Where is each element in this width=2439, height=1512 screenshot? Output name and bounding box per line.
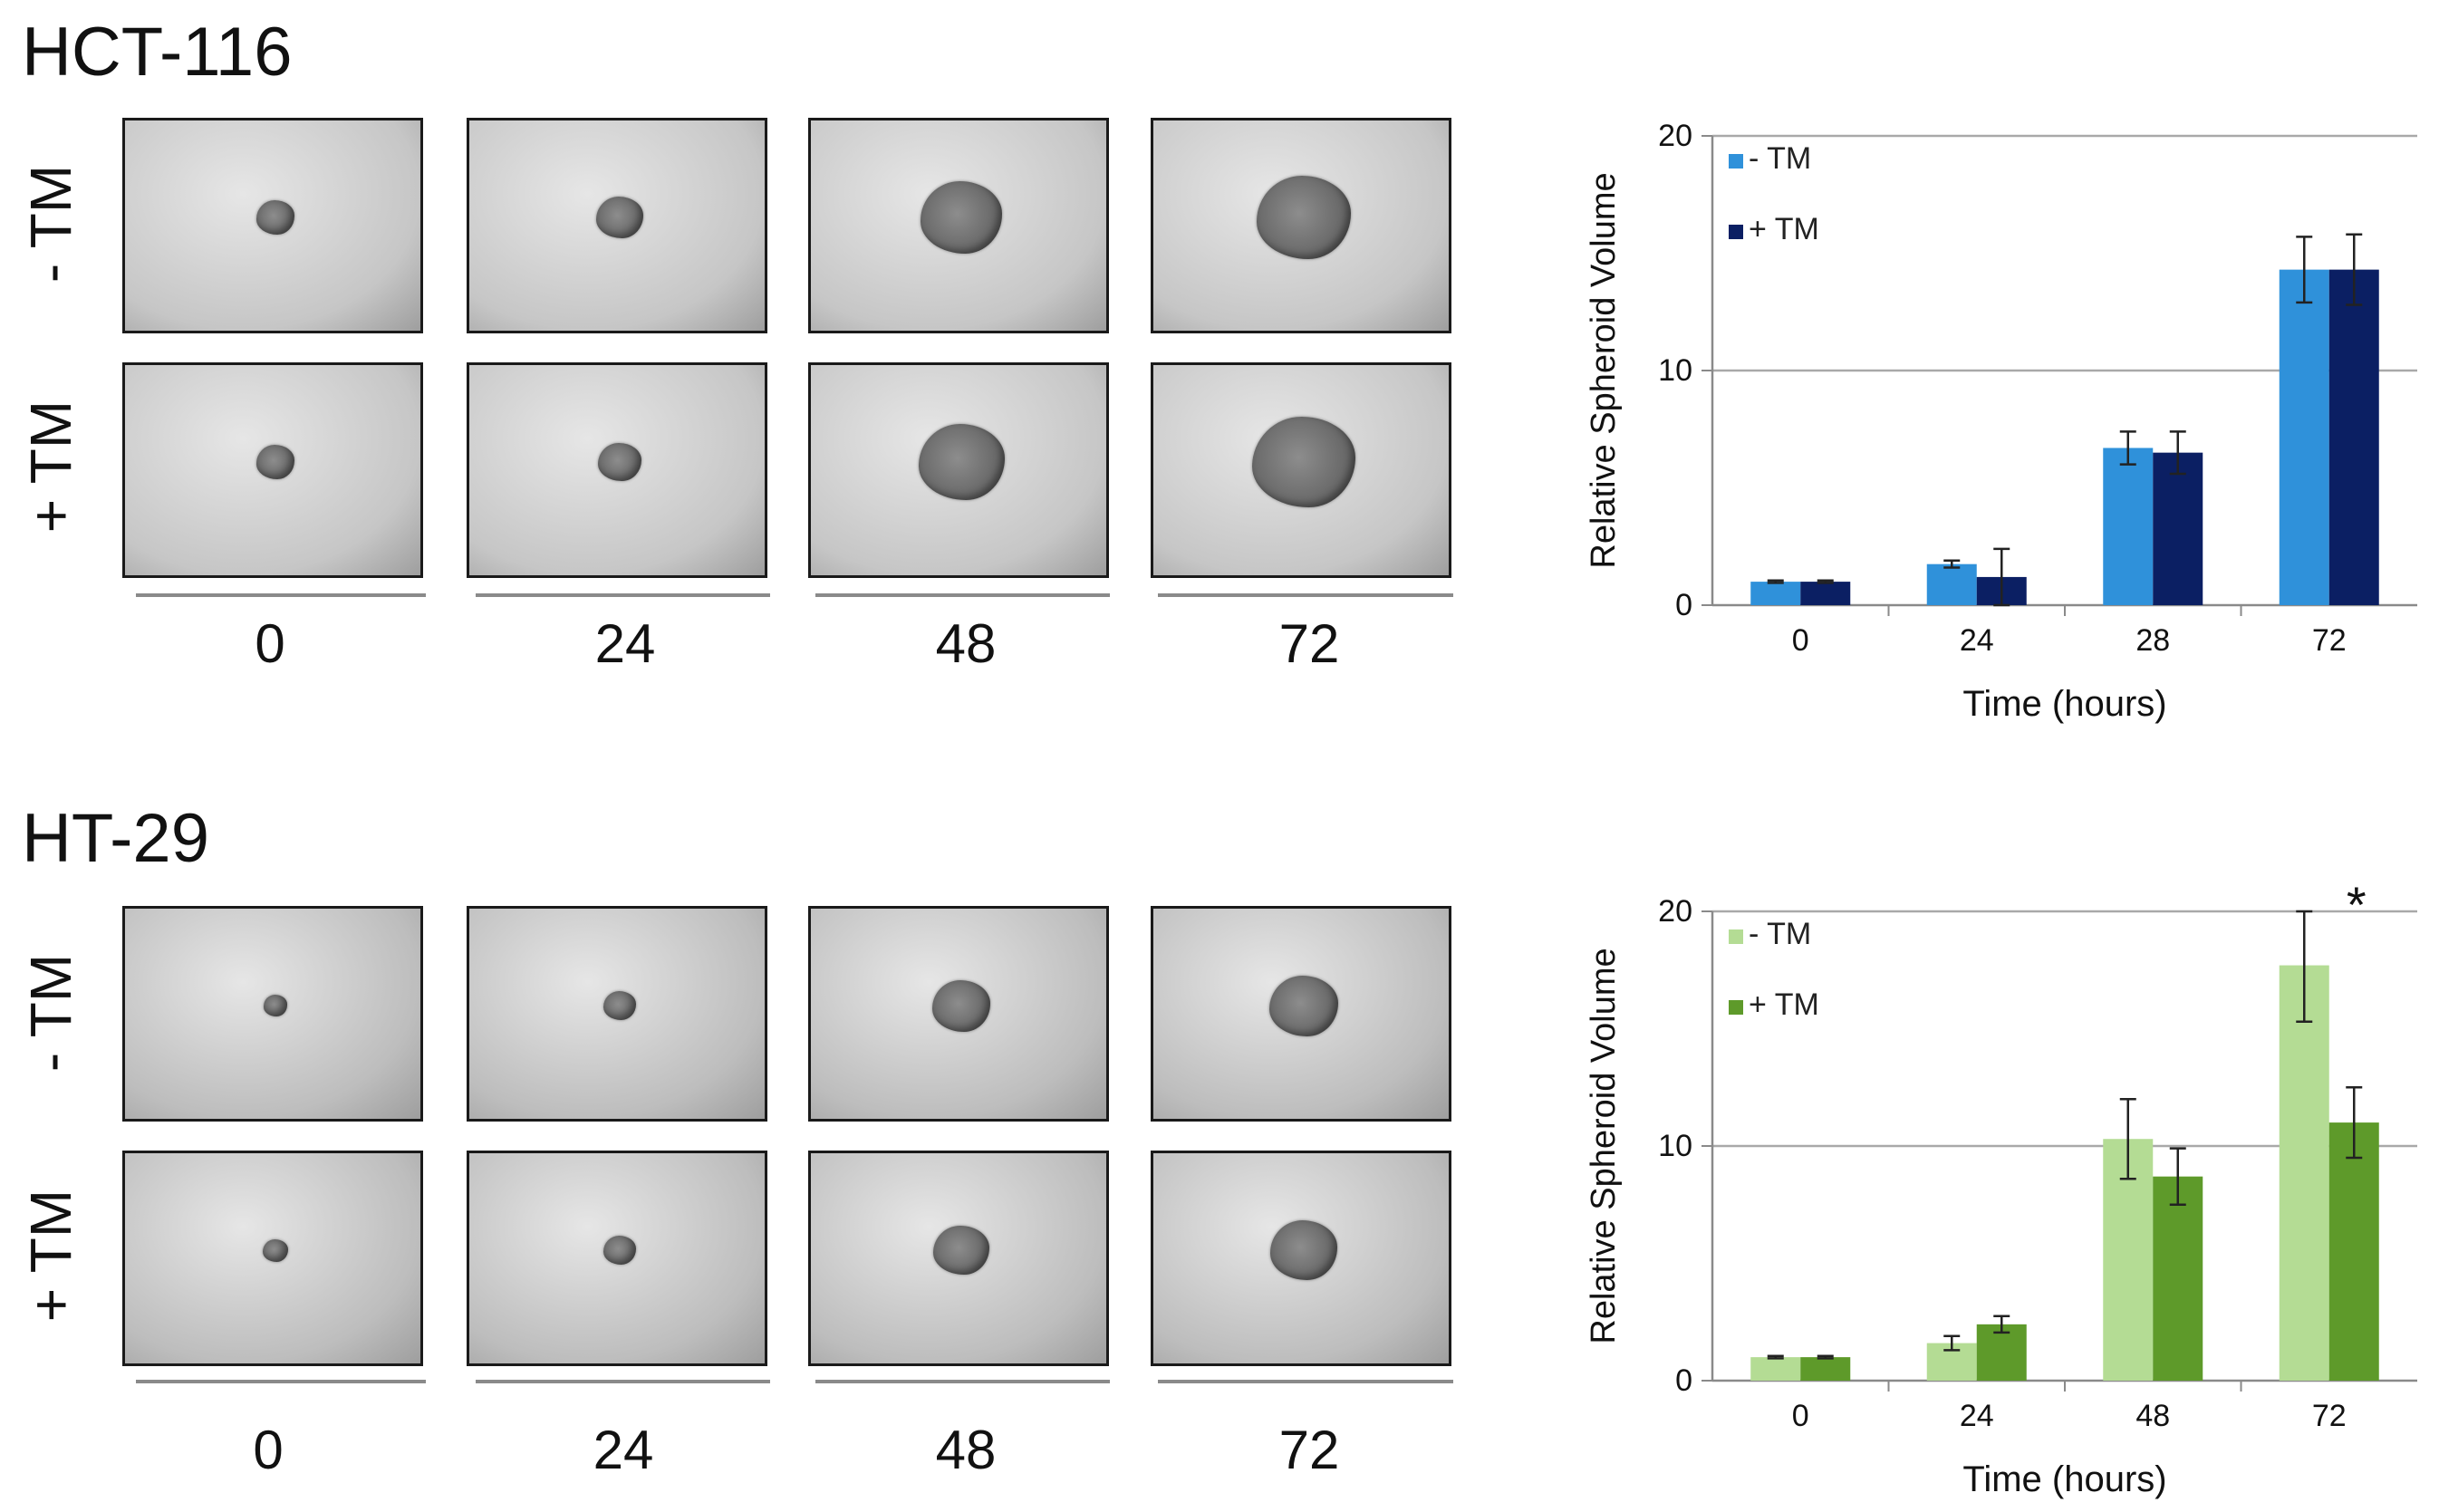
legend-label: - TM bbox=[1749, 917, 1811, 951]
time-label-0: 0 bbox=[255, 613, 285, 674]
x-axis-title: Time (hours) bbox=[1962, 684, 2166, 724]
spheroid bbox=[263, 995, 288, 1016]
y-axis-title: Relative Spheroid Volume bbox=[1585, 172, 1623, 568]
bar bbox=[2279, 965, 2329, 1381]
y-tick-label: 10 bbox=[1658, 1129, 1692, 1163]
x-tick-label: 72 bbox=[2312, 1399, 2347, 1433]
bar bbox=[2328, 269, 2379, 605]
significance-marker: * bbox=[2347, 876, 2367, 933]
bar bbox=[2103, 448, 2154, 605]
spheroid-micrograph bbox=[122, 362, 423, 578]
spheroid bbox=[920, 181, 1003, 254]
time-label-0: 0 bbox=[253, 1420, 284, 1480]
spheroid-micrograph bbox=[467, 118, 767, 333]
time-divider bbox=[136, 593, 426, 597]
y-tick-label: 20 bbox=[1658, 119, 1692, 153]
y-tick-label: 0 bbox=[1675, 588, 1692, 622]
bar bbox=[1800, 582, 1851, 605]
x-tick-label: 28 bbox=[2135, 623, 2170, 658]
x-axis-title: Time (hours) bbox=[1962, 1459, 2166, 1499]
panel-title-hct116: HCT-116 bbox=[22, 14, 293, 91]
y-tick-label: 10 bbox=[1658, 353, 1692, 388]
legend-label: + TM bbox=[1749, 987, 1819, 1022]
time-label-24: 24 bbox=[594, 613, 656, 674]
spheroid bbox=[255, 200, 295, 235]
spheroid-micrograph bbox=[122, 118, 423, 333]
spheroid bbox=[933, 1225, 989, 1276]
spheroid-micrograph bbox=[467, 362, 767, 578]
time-divider bbox=[815, 593, 1110, 597]
spheroid-micrograph bbox=[467, 906, 767, 1122]
spheroid-micrograph bbox=[1151, 362, 1451, 578]
spheroid-micrograph bbox=[1151, 118, 1451, 333]
spheroid-micrograph bbox=[808, 1151, 1109, 1366]
legend-swatch bbox=[1729, 154, 1743, 169]
spheroid bbox=[595, 197, 644, 239]
bar bbox=[1976, 1324, 2027, 1381]
y-axis-title: Relative Spheroid Volume bbox=[1585, 948, 1623, 1343]
time-label-48: 48 bbox=[935, 613, 997, 674]
spheroid bbox=[255, 445, 295, 479]
x-tick-label: 24 bbox=[1960, 1399, 1994, 1433]
bar bbox=[2153, 1176, 2203, 1381]
spheroid bbox=[603, 1236, 637, 1265]
spheroid bbox=[918, 424, 1005, 500]
legend-label: - TM bbox=[1749, 141, 1811, 176]
bar bbox=[2153, 452, 2203, 605]
legend-swatch bbox=[1729, 1000, 1743, 1015]
spheroid bbox=[598, 443, 641, 481]
spheroid-micrograph bbox=[808, 118, 1109, 333]
row-label-plus-tm: + TM bbox=[18, 1189, 83, 1323]
spheroid bbox=[1252, 416, 1355, 508]
bar bbox=[1750, 1357, 1801, 1381]
time-label-72: 72 bbox=[1278, 1420, 1340, 1480]
spheroid-micrograph bbox=[808, 362, 1109, 578]
row-label-plus-tm: + TM bbox=[18, 400, 83, 534]
panel-title-ht29: HT-29 bbox=[22, 800, 209, 877]
legend-swatch bbox=[1729, 929, 1743, 944]
y-tick-label: 0 bbox=[1675, 1363, 1692, 1398]
time-divider bbox=[476, 1380, 770, 1383]
x-tick-label: 72 bbox=[2312, 623, 2347, 658]
x-tick-label: 0 bbox=[1792, 1399, 1809, 1433]
spheroid-micrograph bbox=[122, 1151, 423, 1366]
row-label-minus-tm: - TM bbox=[18, 164, 83, 284]
time-label-24: 24 bbox=[593, 1420, 654, 1480]
spheroid bbox=[1269, 1220, 1338, 1280]
bar bbox=[2279, 269, 2329, 605]
legend-label: + TM bbox=[1749, 212, 1819, 246]
y-tick-label: 20 bbox=[1658, 894, 1692, 929]
spheroid-micrograph bbox=[1151, 906, 1451, 1122]
time-divider bbox=[476, 593, 770, 597]
bar-chart-hct116: 0 10 20 0 24 28 72 - TM + TM Time (hours) Relative… bbox=[1585, 119, 2417, 724]
bar bbox=[2328, 1122, 2379, 1381]
spheroid-micrograph bbox=[1151, 1151, 1451, 1366]
time-divider bbox=[1158, 1380, 1453, 1383]
time-label-72: 72 bbox=[1278, 613, 1340, 674]
time-label-48: 48 bbox=[935, 1420, 997, 1480]
spheroid-micrograph bbox=[122, 906, 423, 1122]
spheroid-micrograph bbox=[808, 906, 1109, 1122]
spheroid bbox=[262, 1238, 289, 1262]
legend-swatch bbox=[1729, 225, 1743, 239]
time-divider bbox=[1158, 593, 1453, 597]
bar bbox=[1750, 582, 1801, 605]
row-label-minus-tm: - TM bbox=[18, 953, 83, 1073]
spheroid bbox=[1256, 176, 1352, 260]
bar-chart-ht29: 0 10 20 0 24 48 72 * - TM + TM Time (hours) Relativ… bbox=[1585, 876, 2417, 1499]
spheroid bbox=[603, 991, 637, 1020]
time-divider bbox=[815, 1380, 1110, 1383]
x-tick-label: 0 bbox=[1792, 623, 1809, 658]
spheroid-micrograph bbox=[467, 1151, 767, 1366]
spheroid bbox=[1269, 975, 1338, 1036]
time-divider bbox=[136, 1380, 426, 1383]
x-tick-label: 48 bbox=[2135, 1399, 2170, 1433]
x-tick-label: 24 bbox=[1960, 623, 1994, 658]
bar bbox=[1926, 563, 1977, 605]
bar bbox=[1800, 1357, 1851, 1381]
spheroid bbox=[931, 979, 991, 1032]
